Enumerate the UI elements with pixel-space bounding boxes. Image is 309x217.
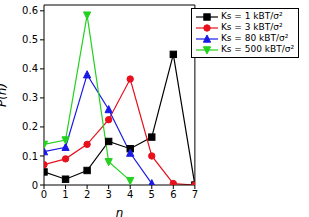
svg-text:3: 3	[105, 189, 111, 200]
html-text:Ks = 500 kBT/σ²: Ks = 500 kBT/σ²	[220, 44, 294, 54]
svg-text:0.5: 0.5	[22, 34, 38, 45]
svg-text:P(n): P(n)	[8, 83, 9, 107]
svg-text:n: n	[116, 206, 124, 217]
svg-text:0: 0	[41, 189, 47, 200]
svg-text:0.1: 0.1	[22, 151, 38, 162]
svg-text:0: 0	[32, 180, 38, 191]
html-text:Ks = 3 kBT/σ²: Ks = 3 kBT/σ²	[220, 22, 283, 32]
svg-text:5: 5	[149, 189, 155, 200]
svg-text:0.4: 0.4	[22, 63, 38, 74]
svg-text:2: 2	[84, 189, 90, 200]
svg-text:0.6: 0.6	[22, 5, 38, 16]
svg-text:1: 1	[62, 189, 68, 200]
svg-text:0.3: 0.3	[22, 92, 38, 103]
svg-text:6: 6	[170, 189, 176, 200]
html-text:Ks = 1 kBT/σ²: Ks = 1 kBT/σ²	[220, 11, 283, 21]
svg-text:7: 7	[192, 189, 198, 200]
svg-text:4: 4	[127, 189, 133, 200]
html-text:Ks = 80 kBT/σ²: Ks = 80 kBT/σ²	[220, 33, 289, 43]
svg-text:0.2: 0.2	[22, 121, 38, 132]
